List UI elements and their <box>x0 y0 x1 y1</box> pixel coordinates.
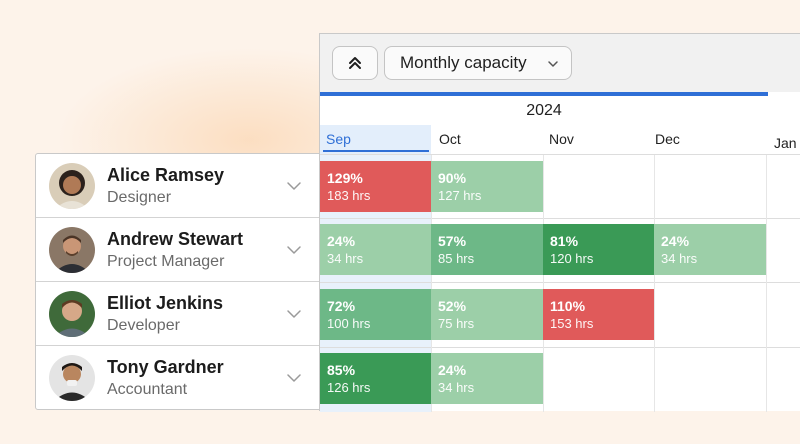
capacity-schedule: Monthly capacity 2024 Sep Oct Nov Dec Ja… <box>319 33 800 412</box>
view-select-label: Monthly capacity <box>400 53 527 72</box>
capacity-percent: 129% <box>327 170 363 186</box>
month-header-dec[interactable]: Dec <box>655 131 680 147</box>
person-role: Accountant <box>107 381 188 398</box>
chevrons-up-icon <box>349 57 361 69</box>
capacity-hours: 34 hrs <box>661 251 698 266</box>
capacity-percent: 81% <box>550 233 579 249</box>
column-divider <box>431 155 432 412</box>
person-name: Tony Gardner <box>107 357 224 377</box>
capacity-hours: 126 hrs <box>327 380 371 395</box>
capacity-cell[interactable]: 72% 100 hrs <box>320 289 431 340</box>
capacity-hours: 153 hrs <box>550 316 594 331</box>
capacity-hours: 85 hrs <box>438 251 475 266</box>
capacity-hours: 34 hrs <box>438 380 475 395</box>
month-header-sep[interactable]: Sep <box>326 131 351 147</box>
month-header-nov[interactable]: Nov <box>549 131 574 147</box>
capacity-cell[interactable]: 24% 34 hrs <box>320 224 431 275</box>
capacity-cell[interactable]: 110% 153 hrs <box>543 289 654 340</box>
header-divider <box>320 154 800 155</box>
row-divider <box>320 347 800 348</box>
capacity-cell[interactable]: 129% 183 hrs <box>320 161 431 212</box>
row-divider <box>320 218 800 219</box>
avatar <box>49 227 95 273</box>
person-role: Designer <box>107 189 172 206</box>
capacity-hours: 127 hrs <box>438 188 482 203</box>
capacity-percent: 110% <box>550 298 586 314</box>
capacity-percent: 24% <box>327 233 356 249</box>
timeline-progress-bar <box>320 92 768 96</box>
toolbar: Monthly capacity <box>320 34 800 92</box>
person-name: Alice Ramsey <box>107 165 225 185</box>
person-role: Project Manager <box>107 253 225 270</box>
selected-month-underline <box>323 150 429 152</box>
capacity-percent: 72% <box>327 298 356 314</box>
capacity-percent: 52% <box>438 298 467 314</box>
person-name: Andrew Stewart <box>107 229 244 249</box>
person-role: Developer <box>107 317 180 334</box>
row-divider <box>320 282 800 283</box>
view-select[interactable]: Monthly capacity <box>384 46 572 80</box>
capacity-hours: 34 hrs <box>327 251 364 266</box>
capacity-hours: 75 hrs <box>438 316 475 331</box>
capacity-percent: 85% <box>327 362 356 378</box>
person-row-andrew-stewart[interactable]: Andrew Stewart Project Manager <box>36 218 319 282</box>
chevron-down-icon[interactable] <box>286 180 302 192</box>
chevron-down-icon[interactable] <box>286 244 302 256</box>
capacity-percent: 24% <box>438 362 467 378</box>
capacity-cell[interactable]: 24% 34 hrs <box>431 353 543 404</box>
capacity-hours: 100 hrs <box>327 316 371 331</box>
person-row-alice-ramsey[interactable]: Alice Ramsey Designer <box>36 154 319 218</box>
capacity-hours: 120 hrs <box>550 251 594 266</box>
month-header-oct[interactable]: Oct <box>439 131 461 147</box>
column-divider <box>654 155 655 412</box>
avatar <box>49 291 95 337</box>
capacity-cell[interactable]: 52% 75 hrs <box>431 289 543 340</box>
collapse-button[interactable] <box>332 46 378 80</box>
chevron-down-icon <box>548 61 558 67</box>
capacity-cell[interactable]: 57% 85 hrs <box>431 224 543 275</box>
capacity-percent: 90% <box>438 170 467 186</box>
chevron-down-icon[interactable] <box>286 308 302 320</box>
person-row-tony-gardner[interactable]: Tony Gardner Accountant <box>36 346 319 410</box>
avatar <box>49 163 95 209</box>
year-label: 2024 <box>526 102 562 119</box>
avatar <box>49 355 95 401</box>
capacity-hours: 183 hrs <box>327 188 371 203</box>
capacity-percent: 57% <box>438 233 467 249</box>
chevron-down-icon[interactable] <box>286 372 302 384</box>
capacity-cell[interactable]: 85% 126 hrs <box>320 353 431 404</box>
capacity-percent: 24% <box>661 233 690 249</box>
capacity-cell[interactable]: 24% 34 hrs <box>654 224 766 275</box>
person-name: Elliot Jenkins <box>107 293 224 313</box>
column-divider <box>543 155 544 412</box>
capacity-cell[interactable]: 81% 120 hrs <box>543 224 654 275</box>
person-row-elliot-jenkins[interactable]: Elliot Jenkins Developer <box>36 282 319 346</box>
column-divider <box>766 155 767 412</box>
capacity-cell[interactable]: 90% 127 hrs <box>431 161 543 212</box>
month-header-jan[interactable]: Jan <box>774 135 797 151</box>
people-list: Alice Ramsey Designer Andrew Stewart Pro… <box>35 153 320 410</box>
